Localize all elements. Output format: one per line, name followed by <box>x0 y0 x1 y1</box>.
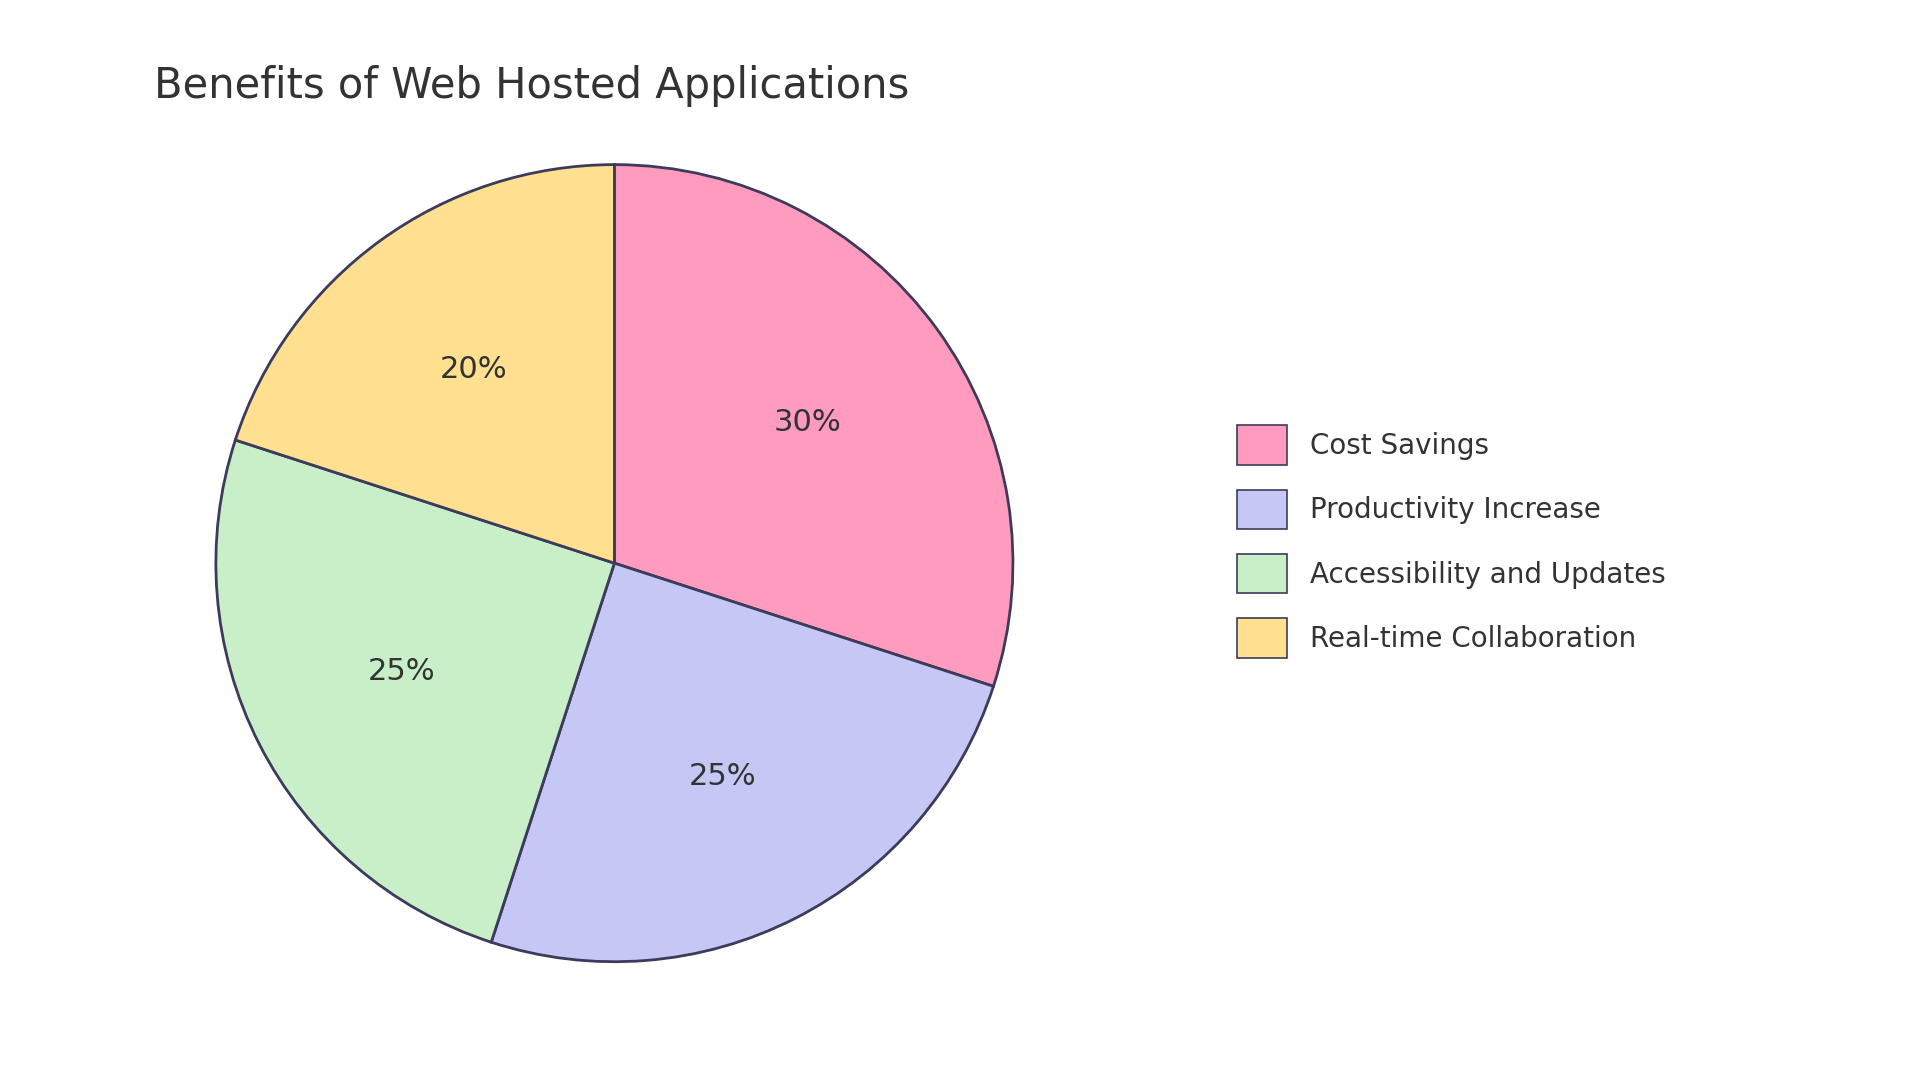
Text: 20%: 20% <box>440 355 507 384</box>
Text: Benefits of Web Hosted Applications: Benefits of Web Hosted Applications <box>154 65 908 107</box>
Wedge shape <box>215 440 614 942</box>
Text: 25%: 25% <box>367 657 436 687</box>
Wedge shape <box>492 563 993 962</box>
Text: 25%: 25% <box>689 761 756 791</box>
Legend: Cost Savings, Productivity Increase, Accessibility and Updates, Real-time Collab: Cost Savings, Productivity Increase, Acc… <box>1223 412 1680 671</box>
Text: 30%: 30% <box>774 408 841 438</box>
Wedge shape <box>236 165 614 563</box>
Wedge shape <box>614 165 1014 687</box>
